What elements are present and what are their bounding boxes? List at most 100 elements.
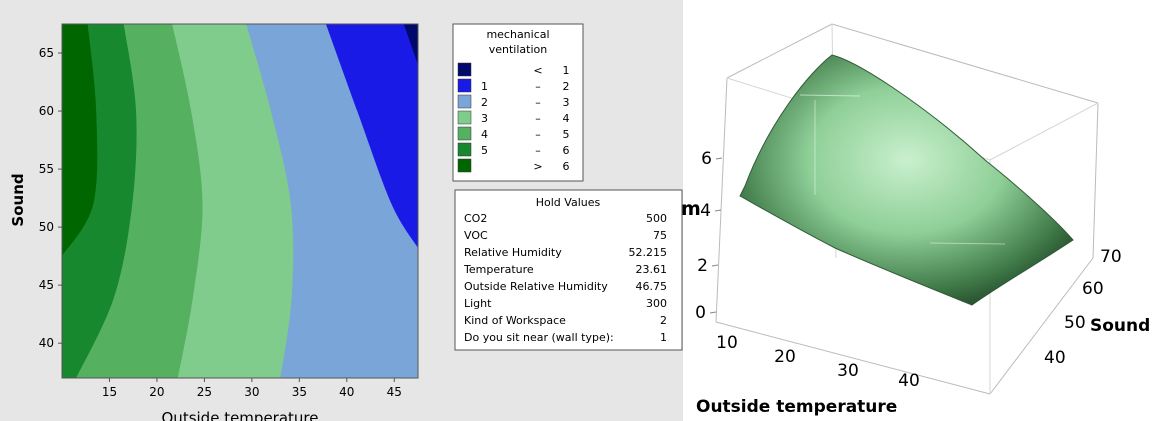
- hold-values-rows: CO2 500 VOC 75 Relative Humidity 52.215 Temper…: [463, 212, 667, 344]
- hold-value-number: 75: [653, 229, 667, 242]
- surface-z-tick-label: 6: [701, 149, 712, 169]
- hold-value-number: 300: [646, 297, 667, 310]
- x-tick-label: 20: [149, 385, 164, 399]
- contour-x-axis: 15 20 25 30 35 40 45: [102, 378, 402, 399]
- legend-lower-bound: 2: [481, 96, 488, 109]
- legend-separator: –: [535, 96, 541, 109]
- legend-swatch: [457, 62, 472, 77]
- surface-z-tick-mark: [714, 209, 722, 212]
- hold-value-label: VOC: [464, 229, 488, 242]
- legend-upper-bound: 2: [563, 80, 570, 93]
- box-edge: [1092, 102, 1099, 259]
- surface-z-tick-mark: [709, 311, 717, 314]
- hold-value-number: 1: [660, 331, 667, 344]
- legend-upper-bound: 4: [563, 112, 570, 125]
- y-tick-label: 65: [39, 46, 54, 60]
- legend: mechanical ventilation <1 1 – 2 2 – 3 3 – 4 4 – 5 5 – 6…: [452, 23, 584, 182]
- contour-x-axis-label: Outside temperature: [162, 409, 319, 421]
- legend-lower-bound: 3: [481, 112, 488, 125]
- box-edge: [989, 102, 1099, 161]
- surface-z-axis: 0 2 4 6: [695, 149, 723, 323]
- hold-value-number: 23.61: [636, 263, 668, 276]
- legend-separator: –: [535, 80, 541, 93]
- surface-x-axis: 10 20 30 40: [716, 333, 920, 391]
- hold-values-title: Hold Values: [536, 196, 601, 209]
- y-tick-label: 55: [39, 162, 54, 176]
- hold-value-number: 2: [660, 314, 667, 327]
- surface-gridline: [799, 94, 861, 97]
- hold-value-number: 46.75: [636, 280, 668, 293]
- hold-values-table: Hold Values CO2 500 VOC 75 Relative Humidity…: [454, 189, 683, 351]
- hold-values-box: [454, 189, 683, 351]
- legend-lower-bound: 4: [481, 128, 488, 141]
- legend-upper-bound: 6: [563, 160, 570, 173]
- surface-mesh: [739, 54, 1074, 306]
- x-tick-label: 15: [102, 385, 117, 399]
- x-tick-label: 35: [292, 385, 307, 399]
- y-tick-label: 45: [39, 278, 54, 292]
- legend-swatch: [457, 142, 472, 157]
- contour-region-below-1: [403, 24, 418, 65]
- hold-value-number: 500: [646, 212, 667, 225]
- x-tick-label: 30: [244, 385, 259, 399]
- surface-x-tick-label: 40: [898, 371, 920, 391]
- legend-swatch: [457, 158, 472, 173]
- y-tick-label: 50: [39, 220, 54, 234]
- legend-box: [452, 23, 584, 182]
- contour-region-below-2: [325, 24, 418, 249]
- contour-plot: 15 20 25 30 35 40 45 40 45 50 55 60 65 Outside temp…: [9, 23, 419, 421]
- box-edge: [726, 23, 833, 79]
- surface-z-tick-label: 0: [695, 303, 706, 323]
- box-edge: [715, 77, 728, 323]
- hold-value-label: CO2: [464, 212, 487, 225]
- surface-y-tick-label: 70: [1100, 247, 1122, 267]
- surface-z-tick-label: 4: [700, 201, 711, 221]
- legend-upper-bound: 3: [563, 96, 570, 109]
- legend-lower-bound: 5: [481, 144, 488, 157]
- surface-gridline: [929, 242, 1006, 245]
- contour-plot-frame: [61, 23, 419, 379]
- surface-x-tick-label: 20: [774, 347, 796, 367]
- surface-y-tick-label: 40: [1044, 348, 1066, 368]
- surface-z-tick-mark: [715, 157, 723, 160]
- legend-entries: <1 1 – 2 2 – 3 3 – 4 4 – 5 5 – 6 > 6: [457, 62, 570, 173]
- legend-swatch: [457, 126, 472, 141]
- x-tick-label: 25: [197, 385, 212, 399]
- legend-separator: <: [533, 64, 542, 77]
- box-edge: [989, 257, 1094, 395]
- hold-value-number: 52.215: [629, 246, 668, 259]
- legend-swatch: [457, 78, 472, 93]
- box-edge: [831, 23, 1099, 104]
- x-tick-label: 40: [339, 385, 354, 399]
- surface-y-axis: 40 50 60 70: [1044, 247, 1122, 368]
- surface-plot: 0 2 4 6 10 20 30 40 40 50 60 70 m Outside tempera…: [681, 23, 1150, 417]
- hold-value-label: Do you sit near (wall type):: [464, 331, 614, 344]
- legend-separator: –: [535, 144, 541, 157]
- y-tick-label: 60: [39, 104, 54, 118]
- box-edge: [715, 321, 991, 395]
- contour-regions: [62, 24, 418, 378]
- hold-value-label: Kind of Workspace: [464, 314, 566, 327]
- legend-swatch: [457, 110, 472, 125]
- surface-z-axis-label: m: [681, 198, 701, 220]
- legend-separator: –: [535, 112, 541, 125]
- surface-y-axis-label: Sound: [1090, 316, 1150, 336]
- surface-z-tick-label: 2: [697, 256, 708, 276]
- legend-separator: –: [535, 128, 541, 141]
- surface-x-tick-label: 30: [837, 361, 859, 381]
- surface-y-tick-label: 50: [1064, 313, 1086, 333]
- legend-swatch: [457, 94, 472, 109]
- surface-x-axis-label: Outside temperature: [696, 397, 897, 417]
- legend-title-line-1: mechanical: [486, 28, 549, 41]
- x-tick-label: 45: [387, 385, 402, 399]
- contour-y-axis-label: Sound: [9, 173, 27, 226]
- legend-upper-bound: 5: [563, 128, 570, 141]
- legend-lower-bound: 1: [481, 80, 488, 93]
- legend-upper-bound: 1: [563, 64, 570, 77]
- surface-x-tick-label: 10: [716, 333, 738, 353]
- contour-y-axis: 40 45 50 55 60 65: [39, 46, 62, 350]
- surface-z-tick-mark: [711, 264, 719, 267]
- hold-value-label: Outside Relative Humidity: [464, 280, 608, 293]
